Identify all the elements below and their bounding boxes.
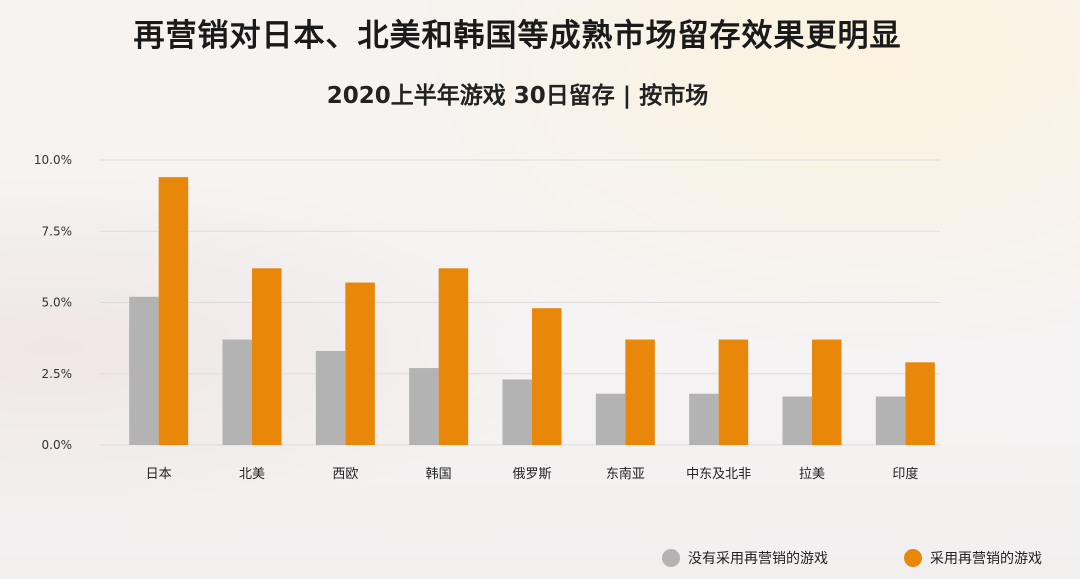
- bar-remarketing: [438, 268, 469, 445]
- bar-remarketing: [718, 339, 749, 445]
- bar-remarketing: [158, 177, 189, 445]
- chart-title: 再营销对日本、北美和韩国等成熟市场留存效果更明显: [133, 18, 902, 54]
- bar-remarketing: [812, 339, 842, 445]
- bar-remarketing: [905, 362, 935, 445]
- bar-no-remarketing: [129, 296, 159, 445]
- bar-no-remarketing: [315, 350, 346, 445]
- bar-no-remarketing: [689, 393, 719, 445]
- legend-item-no-remarketing: 没有采用再营销的游戏: [662, 548, 828, 568]
- bar-remarketing: [625, 339, 655, 445]
- bar-remarketing: [345, 282, 375, 445]
- legend-label: 采用再营销的游戏: [930, 551, 1042, 567]
- bar-remarketing: [252, 268, 282, 445]
- y-tick-label: 10.0%: [34, 153, 72, 167]
- x-tick-label: 拉美: [799, 467, 825, 482]
- x-tick-label: 北美: [239, 467, 265, 482]
- bar-no-remarketing: [782, 396, 812, 445]
- bar-no-remarketing: [595, 393, 626, 445]
- bar-remarketing: [532, 308, 562, 445]
- x-tick-label: 西欧: [332, 467, 358, 482]
- x-tick-label: 韩国: [426, 467, 452, 482]
- x-tick-label: 印度: [892, 466, 918, 482]
- y-tick-label: 7.5%: [42, 224, 73, 238]
- legend-label: 没有采用再营销的游戏: [688, 551, 828, 567]
- x-tick-label: 东南亚: [606, 466, 645, 482]
- chart-subtitle: 2020上半年游戏 30日留存 | 按市场: [326, 83, 709, 109]
- y-tick-label: 2.5%: [42, 367, 73, 381]
- bar-no-remarketing: [875, 396, 906, 445]
- bar-no-remarketing: [502, 379, 532, 445]
- x-tick-label: 中东及北非: [686, 467, 751, 482]
- y-tick-label: 5.0%: [42, 296, 73, 310]
- legend-swatch-gray: [662, 549, 680, 567]
- bar-no-remarketing: [222, 339, 252, 445]
- y-tick-label: 0.0%: [42, 438, 73, 452]
- x-tick-label: 俄罗斯: [512, 467, 551, 482]
- legend-swatch-orange: [904, 549, 922, 567]
- legend-item-remarketing: 采用再营销的游戏: [904, 548, 1042, 568]
- x-tick-label: 日本: [146, 467, 172, 482]
- bar-no-remarketing: [409, 368, 439, 445]
